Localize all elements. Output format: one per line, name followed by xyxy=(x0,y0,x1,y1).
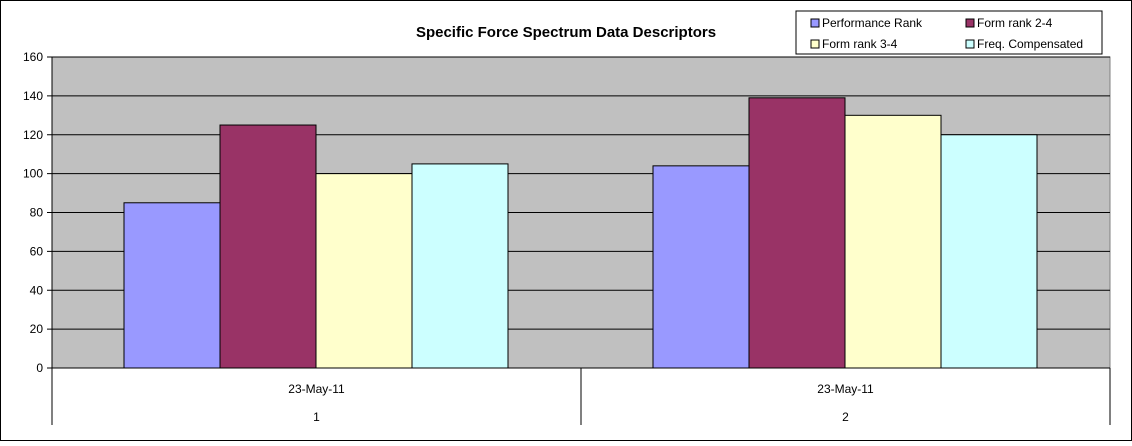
y-tick-label: 60 xyxy=(30,244,44,258)
legend-swatch xyxy=(810,18,820,28)
bar-freq-compensated-1 xyxy=(411,163,509,369)
x-tick-label-date: 23-May-11 xyxy=(817,382,874,396)
bar-performance-rank-2 xyxy=(652,165,750,369)
legend-swatch xyxy=(810,39,820,49)
y-tick-label: 120 xyxy=(23,128,43,142)
legend-label: Freq. Compensated xyxy=(977,37,1083,51)
y-tick-label: 160 xyxy=(23,50,43,64)
bar-form-rank-3-4-1 xyxy=(315,173,413,369)
legend-label: Form rank 2-4 xyxy=(977,16,1053,30)
x-tick-label-date: 23-May-11 xyxy=(288,382,345,396)
bar-performance-rank-1 xyxy=(123,202,221,369)
y-tick-label: 140 xyxy=(23,89,43,103)
y-tick-label: 100 xyxy=(23,167,43,181)
bar-form-rank-2-4-1 xyxy=(219,124,317,369)
bar-form-rank-3-4-2 xyxy=(844,114,942,369)
chart-title: Specific Force Spectrum Data Descriptors xyxy=(416,24,716,41)
bar-form-rank-2-4-2 xyxy=(748,97,846,369)
x-tick-label-index: 1 xyxy=(313,410,320,424)
legend-box xyxy=(795,10,1103,55)
legend-swatch xyxy=(965,18,975,28)
y-tick-label: 80 xyxy=(30,206,44,220)
y-tick-label: 20 xyxy=(30,322,44,336)
legend-label: Performance Rank xyxy=(822,16,923,30)
bar-freq-compensated-2 xyxy=(940,134,1038,369)
y-tick-label: 0 xyxy=(36,361,43,375)
legend-label: Form rank 3-4 xyxy=(822,37,898,51)
y-tick-label: 40 xyxy=(30,283,44,297)
legend-swatch xyxy=(965,39,975,49)
x-tick-label-index: 2 xyxy=(842,410,849,424)
